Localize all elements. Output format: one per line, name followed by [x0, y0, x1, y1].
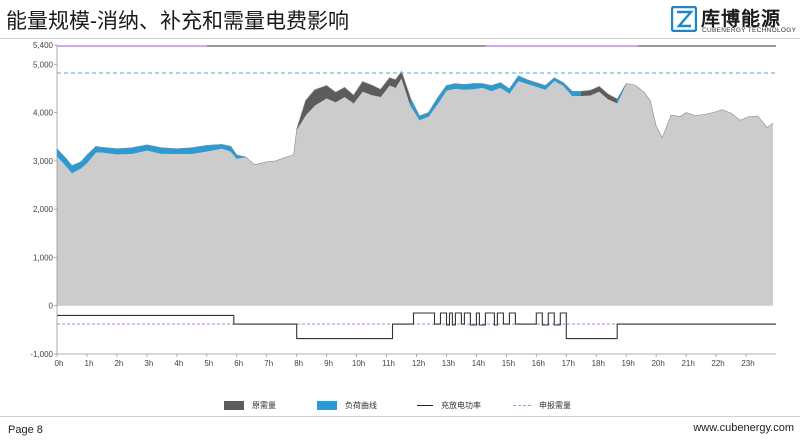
x-tick-label: 14h	[472, 359, 485, 368]
logo-text-cn: 库博能源	[701, 9, 782, 30]
x-tick-label: 5h	[204, 359, 213, 368]
footer-divider	[0, 416, 800, 417]
company-logo: 库博能源 CUBENERGY TECHNOLOGY	[671, 4, 797, 36]
legend-dispatch-power: 充放电功率	[417, 398, 481, 412]
legend-label-dispatch-power: 充放电功率	[441, 400, 481, 410]
x-tick-label: 8h	[294, 359, 303, 368]
x-tick-label: 4h	[174, 359, 183, 368]
dispatch-power-line	[57, 312, 776, 340]
legend-label-declared-demand: 申报需量	[539, 400, 571, 410]
x-tick-label: 3h	[144, 359, 153, 368]
x-tick-label: 6h	[234, 359, 243, 368]
y-tick-label: 3,000	[33, 157, 54, 166]
legend-load-curve: 负荷曲线	[317, 398, 377, 412]
legend-swatch-dispatch-power	[417, 404, 433, 406]
x-tick-label: 11h	[382, 359, 395, 368]
energy-chart: -1,000 0 1,000 2,000 3,000 4,000 5,000 5,400 0h 1…	[30, 41, 776, 368]
legend-original-demand: 原需量	[224, 398, 276, 412]
difference-band-segment	[571, 91, 582, 96]
x-tick-label: 1h	[85, 359, 94, 368]
x-tick-label: 23h	[741, 359, 754, 368]
y-tick-label: 1,000	[33, 253, 54, 262]
x-tick-label: 2h	[114, 359, 123, 368]
legend-swatch-declared-demand	[513, 404, 531, 406]
x-tick-label: 10h	[352, 359, 365, 368]
y-tick-label: 5,000	[33, 60, 54, 69]
chart-legend: 原需量 负荷曲线 充放电功率 申报需量	[0, 398, 800, 414]
x-tick-label: 12h	[412, 359, 425, 368]
y-tick-label: 0	[49, 302, 54, 311]
y-tick-label: 5,400	[33, 41, 54, 50]
x-tick-label: 7h	[264, 359, 273, 368]
x-tick-label: 13h	[442, 359, 455, 368]
legend-swatch-original-demand	[224, 400, 244, 410]
page-title: 能量规模-消纳、补充和需量电费影响	[6, 10, 349, 33]
legend-declared-demand: 申报需量	[513, 398, 571, 412]
demand-area	[57, 71, 773, 306]
original-demand-line	[56, 70, 774, 167]
legend-label-original-demand: 原需量	[252, 400, 276, 410]
x-tick-label: 0h	[55, 359, 64, 368]
page-number: Page 8	[8, 424, 43, 436]
x-tick-label: 17h	[562, 359, 575, 368]
legend-label-load-curve: 负荷曲线	[345, 400, 377, 410]
x-tick-label: 19h	[622, 359, 635, 368]
x-tick-label: 16h	[532, 359, 545, 368]
y-tick-label: 2,000	[33, 205, 54, 214]
x-tick-label: 20h	[651, 359, 664, 368]
x-tick-label: 15h	[502, 359, 515, 368]
y-tick-label: 4,000	[33, 109, 54, 118]
x-tick-label: 21h	[681, 359, 694, 368]
x-tick-label: 9h	[324, 359, 333, 368]
x-tick-label: 18h	[592, 359, 605, 368]
website-url: www.cubenergy.com	[693, 422, 794, 434]
difference-band-segment	[371, 84, 381, 98]
legend-swatch-load-curve	[317, 400, 337, 410]
logo-mark-icon	[671, 6, 697, 32]
title-divider	[0, 38, 800, 39]
y-tick-label: -1,000	[30, 350, 53, 359]
x-tick-label: 22h	[711, 359, 724, 368]
logo-text-en: CUBENERGY TECHNOLOGY	[702, 27, 797, 34]
